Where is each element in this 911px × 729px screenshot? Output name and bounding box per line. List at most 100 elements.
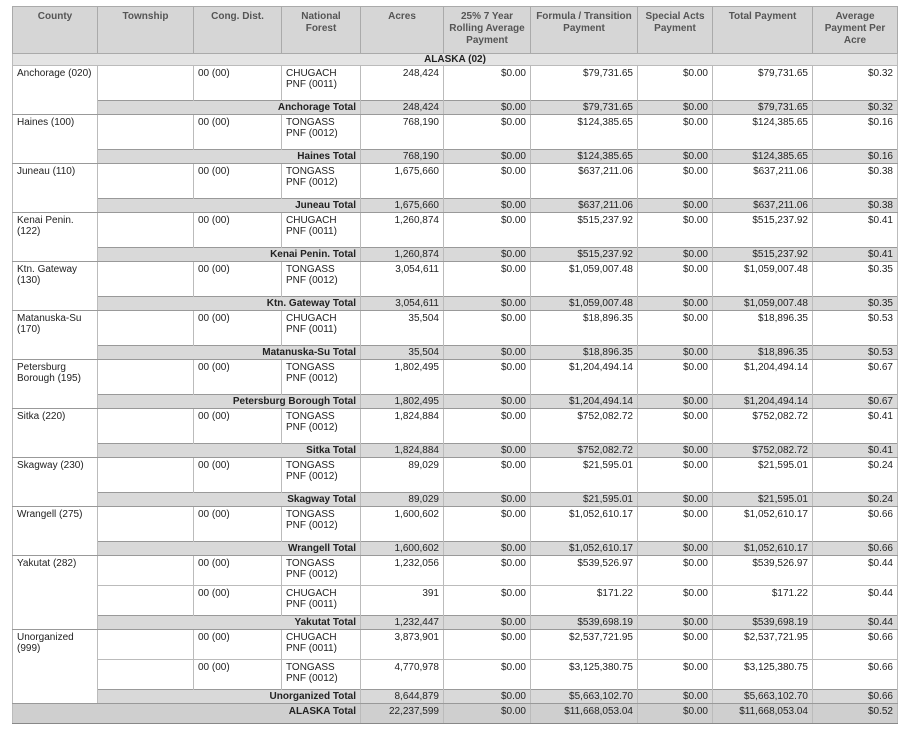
avg-cell: $0.41: [812, 212, 898, 248]
acres-cell: 1,824,884: [360, 408, 444, 444]
total-cell: $515,237.92: [712, 247, 813, 262]
formula-cell: $637,211.06: [530, 198, 638, 213]
table-body: ALASKA (02) Anchorage (020) 00 (00) CHUGACH…: [12, 53, 898, 724]
total-label: Yakutat Total: [97, 615, 361, 630]
header-row: County Township Cong. Dist. National Forest…: [12, 6, 898, 54]
acres-cell: 768,190: [360, 114, 444, 150]
column-header: Special Acts Payment: [637, 6, 713, 54]
rolling-cell: $0.00: [443, 703, 531, 724]
formula-cell: $124,385.65: [530, 114, 638, 150]
detail-row: Unorganized (999) 00 (00) CHUGACH PNF (001…: [12, 629, 898, 704]
total-cell: $1,052,610.17: [712, 506, 813, 542]
special-cell: $0.00: [637, 703, 713, 724]
formula-cell: $752,082.72: [530, 408, 638, 444]
rolling-cell: $0.00: [443, 359, 531, 395]
avg-cell: $0.16: [812, 149, 898, 164]
avg-cell: $0.32: [812, 100, 898, 115]
acres-cell: 768,190: [360, 149, 444, 164]
forest-cell: TONGASS PNF (0012): [281, 555, 361, 586]
cong-cell: 00 (00): [193, 114, 282, 150]
special-cell: $0.00: [637, 359, 713, 395]
avg-cell: $0.35: [812, 261, 898, 297]
payment-table: County Township Cong. Dist. National Forest…: [12, 6, 898, 724]
rolling-cell: $0.00: [443, 149, 531, 164]
acres-cell: 4,770,978: [360, 659, 444, 690]
county-total-row: Sitka Total 1,824,884 $0.00 $752,082.72 $0.0…: [13, 443, 898, 458]
county-cell: Wrangell (275): [12, 506, 98, 556]
formula-cell: $3,125,380.75: [530, 659, 638, 690]
rolling-cell: $0.00: [443, 492, 531, 507]
acres-cell: 3,873,901: [360, 629, 444, 660]
formula-cell: $1,059,007.48: [530, 261, 638, 297]
county-total-row: Anchorage Total 248,424 $0.00 $79,731.65 $0.…: [13, 100, 898, 115]
total-cell: $18,896.35: [712, 345, 813, 360]
avg-cell: $0.67: [812, 359, 898, 395]
special-cell: $0.00: [637, 506, 713, 542]
avg-cell: $0.66: [812, 541, 898, 556]
column-header: Total Payment: [712, 6, 813, 54]
column-header: Cong. Dist.: [193, 6, 282, 54]
acres-cell: 248,424: [360, 100, 444, 115]
forest-cell: TONGASS PNF (0012): [281, 261, 361, 297]
forest-cell: TONGASS PNF (0012): [281, 457, 361, 493]
total-cell: $171.22: [712, 585, 813, 616]
county-total-row: Skagway Total 89,029 $0.00 $21,595.01 $0.00 $…: [13, 492, 898, 507]
total-label: Haines Total: [97, 149, 361, 164]
special-cell: $0.00: [637, 345, 713, 360]
total-cell: $79,731.65: [712, 100, 813, 115]
county-cell: Haines (100): [12, 114, 98, 164]
special-cell: $0.00: [637, 100, 713, 115]
special-cell: $0.00: [637, 408, 713, 444]
acres-cell: 35,504: [360, 345, 444, 360]
special-cell: $0.00: [637, 541, 713, 556]
rolling-cell: $0.00: [443, 585, 531, 616]
special-cell: $0.00: [637, 163, 713, 199]
county-cell: Unorganized (999): [12, 629, 98, 704]
avg-cell: $0.24: [812, 492, 898, 507]
avg-cell: $0.53: [812, 345, 898, 360]
formula-cell: $1,204,494.14: [530, 359, 638, 395]
acres-cell: 1,600,602: [360, 541, 444, 556]
special-cell: $0.00: [637, 394, 713, 409]
county-total-row: Kenai Penin. Total 1,260,874 $0.00 $515,237…: [13, 247, 898, 262]
formula-cell: $1,204,494.14: [530, 394, 638, 409]
rolling-cell: $0.00: [443, 394, 531, 409]
cong-cell: 00 (00): [193, 629, 282, 660]
special-cell: $0.00: [637, 659, 713, 690]
total-cell: $539,698.19: [712, 615, 813, 630]
forest-cell: TONGASS PNF (0012): [281, 408, 361, 444]
total-cell: $18,896.35: [712, 310, 813, 346]
total-cell: $1,059,007.48: [712, 261, 813, 297]
township-cell: [97, 585, 194, 616]
acres-cell: 1,802,495: [360, 394, 444, 409]
rolling-cell: $0.00: [443, 408, 531, 444]
special-cell: $0.00: [637, 114, 713, 150]
forest-cell: TONGASS PNF (0012): [281, 506, 361, 542]
county-cell: Juneau (110): [12, 163, 98, 213]
special-cell: $0.00: [637, 310, 713, 346]
county-total-row: Wrangell Total 1,600,602 $0.00 $1,052,610.1…: [13, 541, 898, 556]
formula-cell: $637,211.06: [530, 163, 638, 199]
township-cell: [97, 629, 194, 660]
cong-cell: 00 (00): [193, 163, 282, 199]
detail-row: 00 (00) TONGASS PNF (0012) 4,770,978 $0.00 $…: [13, 659, 898, 690]
total-label: Skagway Total: [97, 492, 361, 507]
county-cell: Ktn. Gateway (130): [12, 261, 98, 311]
total-cell: $1,204,494.14: [712, 394, 813, 409]
report: County Township Cong. Dist. National Forest…: [12, 6, 898, 724]
cong-cell: 00 (00): [193, 585, 282, 616]
avg-cell: $0.66: [812, 689, 898, 704]
avg-cell: $0.44: [812, 585, 898, 616]
township-cell: [97, 114, 194, 150]
total-label: Kenai Penin. Total: [97, 247, 361, 262]
grand-total-label: ALASKA Total: [12, 703, 361, 724]
acres-cell: 3,054,611: [360, 296, 444, 311]
total-cell: $11,668,053.04: [712, 703, 813, 724]
grand-total-row: ALASKA Total 22,237,599 $0.00 $11,668,053.0…: [12, 703, 898, 724]
acres-cell: 89,029: [360, 492, 444, 507]
township-cell: [97, 506, 194, 542]
avg-cell: $0.66: [812, 659, 898, 690]
formula-cell: $1,059,007.48: [530, 296, 638, 311]
county-total-row: Yakutat Total 1,232,447 $0.00 $539,698.19 $0…: [13, 615, 898, 630]
